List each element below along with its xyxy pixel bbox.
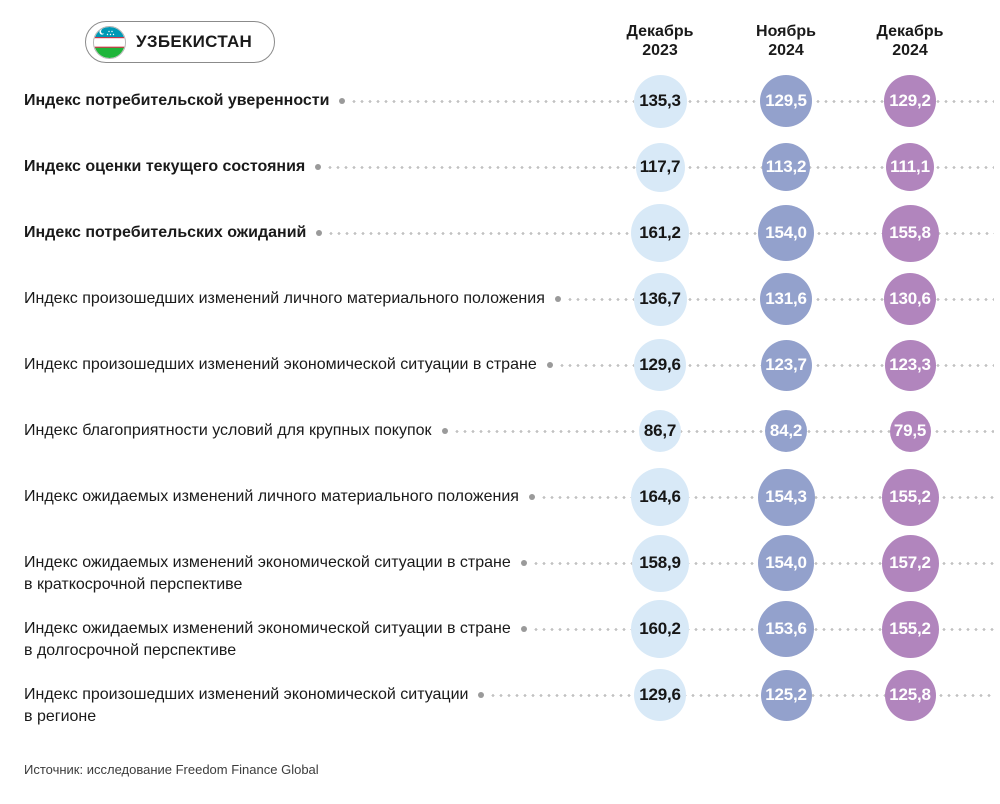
index-row: Индекс благоприятности условий для крупн… [0,398,1000,464]
leader-bullet-icon [339,98,346,104]
row-label: Индекс ожидаемых изменений экономической… [24,554,511,571]
value-bubble-dec-2024: 157,2 [881,534,939,592]
country-badge: УЗБЕКИСТАН [85,21,276,63]
value-bubble-nov-2024: 113,2 [762,143,810,191]
index-rows: Индекс потребительской уверенности 135,3… [0,68,1000,728]
uzbekistan-flag-icon [93,25,126,59]
row-label: Индекс произошедших изменений личного ма… [24,290,545,307]
row-label: Индекс произошедших изменений экономичес… [24,686,469,703]
value-bubble-dec-2024: 111,1 [886,143,934,191]
row-label: Индекс ожидаемых изменений экономической… [24,620,511,637]
value-bubble-dec-2023: 135,3 [633,74,687,128]
row-label-line2: в краткосрочной перспективе [24,576,243,593]
leader-bullet-icon [528,494,535,500]
value-bubble-nov-2024: 84,2 [765,410,807,452]
value-bubble-dec-2023: 164,6 [631,468,689,526]
index-row: Индекс ожидаемых изменений личного матер… [0,464,1000,530]
value-bubble-dec-2024: 125,8 [884,669,936,721]
row-label: Индекс потребительской уверенности [24,92,330,109]
row-label: Индекс ожидаемых изменений личного матер… [24,488,519,505]
index-row: Индекс произошедших изменений экономичес… [0,332,1000,398]
value-bubble-dec-2023: 117,7 [635,142,685,192]
leader-bullet-icon [546,362,553,368]
leader-dots [452,428,994,434]
row-label: Индекс благоприятности условий для крупн… [24,422,432,439]
value-bubble-dec-2024: 155,8 [881,204,939,262]
row-label-line2: в долгосрочной перспективе [24,642,237,659]
leader-bullet-icon [478,692,485,698]
value-bubble-dec-2023: 129,6 [634,669,686,721]
row-label: Индекс произошедших изменений экономичес… [24,356,537,373]
column-header-dec-2023: Декабрь 2023 [626,23,694,59]
value-bubble-dec-2023: 160,2 [631,600,689,658]
index-row: Индекс ожидаемых изменений экономической… [0,530,1000,596]
value-bubble-nov-2024: 154,0 [758,535,814,591]
value-bubble-dec-2023: 158,9 [631,534,689,592]
value-bubble-nov-2024: 131,6 [760,273,812,325]
value-bubble-dec-2023: 161,2 [631,204,689,262]
index-row: Индекс потребительской уверенности 135,3… [0,68,1000,134]
leader-bullet-icon [520,626,527,632]
value-bubble-dec-2024: 79,5 [889,410,931,452]
source-note: Источник: исследование Freedom Finance G… [24,762,319,777]
value-bubble-dec-2023: 86,7 [639,410,681,452]
value-bubble-nov-2024: 123,7 [760,339,812,391]
leader-bullet-icon [441,428,448,434]
leader-bullet-icon [315,164,322,170]
row-label: Индекс оценки текущего состояния [24,158,306,175]
leader-bullet-icon [316,230,323,236]
value-bubble-dec-2024: 129,2 [884,75,936,127]
index-row: Индекс произошедших изменений экономичес… [0,662,1000,728]
value-bubble-nov-2024: 153,6 [758,601,814,657]
index-row: Индекс потребительских ожиданий 161,2 15… [0,200,1000,266]
value-bubble-nov-2024: 154,0 [758,205,814,261]
value-bubble-nov-2024: 154,3 [757,468,815,526]
value-bubble-dec-2024: 130,6 [884,273,936,325]
value-bubble-dec-2024: 155,2 [881,468,939,526]
column-header-dec-2024: Декабрь 2024 [876,23,944,59]
value-bubble-dec-2023: 129,6 [634,339,686,391]
row-label-line2: в регионе [24,708,97,725]
value-bubble-nov-2024: 129,5 [760,75,812,127]
leader-dots [489,692,994,698]
index-row: Индекс ожидаемых изменений экономической… [0,596,1000,662]
index-row: Индекс оценки текущего состояния 117,7 1… [0,134,1000,200]
value-bubble-dec-2024: 155,2 [881,600,939,658]
country-name: УЗБЕКИСТАН [136,32,253,51]
value-bubble-nov-2024: 125,2 [760,669,812,721]
value-bubble-dec-2024: 123,3 [884,339,936,391]
column-header-nov-2024: Ноябрь 2024 [756,23,816,59]
row-label: Индекс потребительских ожиданий [24,224,307,241]
leader-bullet-icon [520,560,527,566]
value-bubble-dec-2023: 136,7 [633,272,687,326]
leader-bullet-icon [554,296,561,302]
index-row: Индекс произошедших изменений личного ма… [0,266,1000,332]
